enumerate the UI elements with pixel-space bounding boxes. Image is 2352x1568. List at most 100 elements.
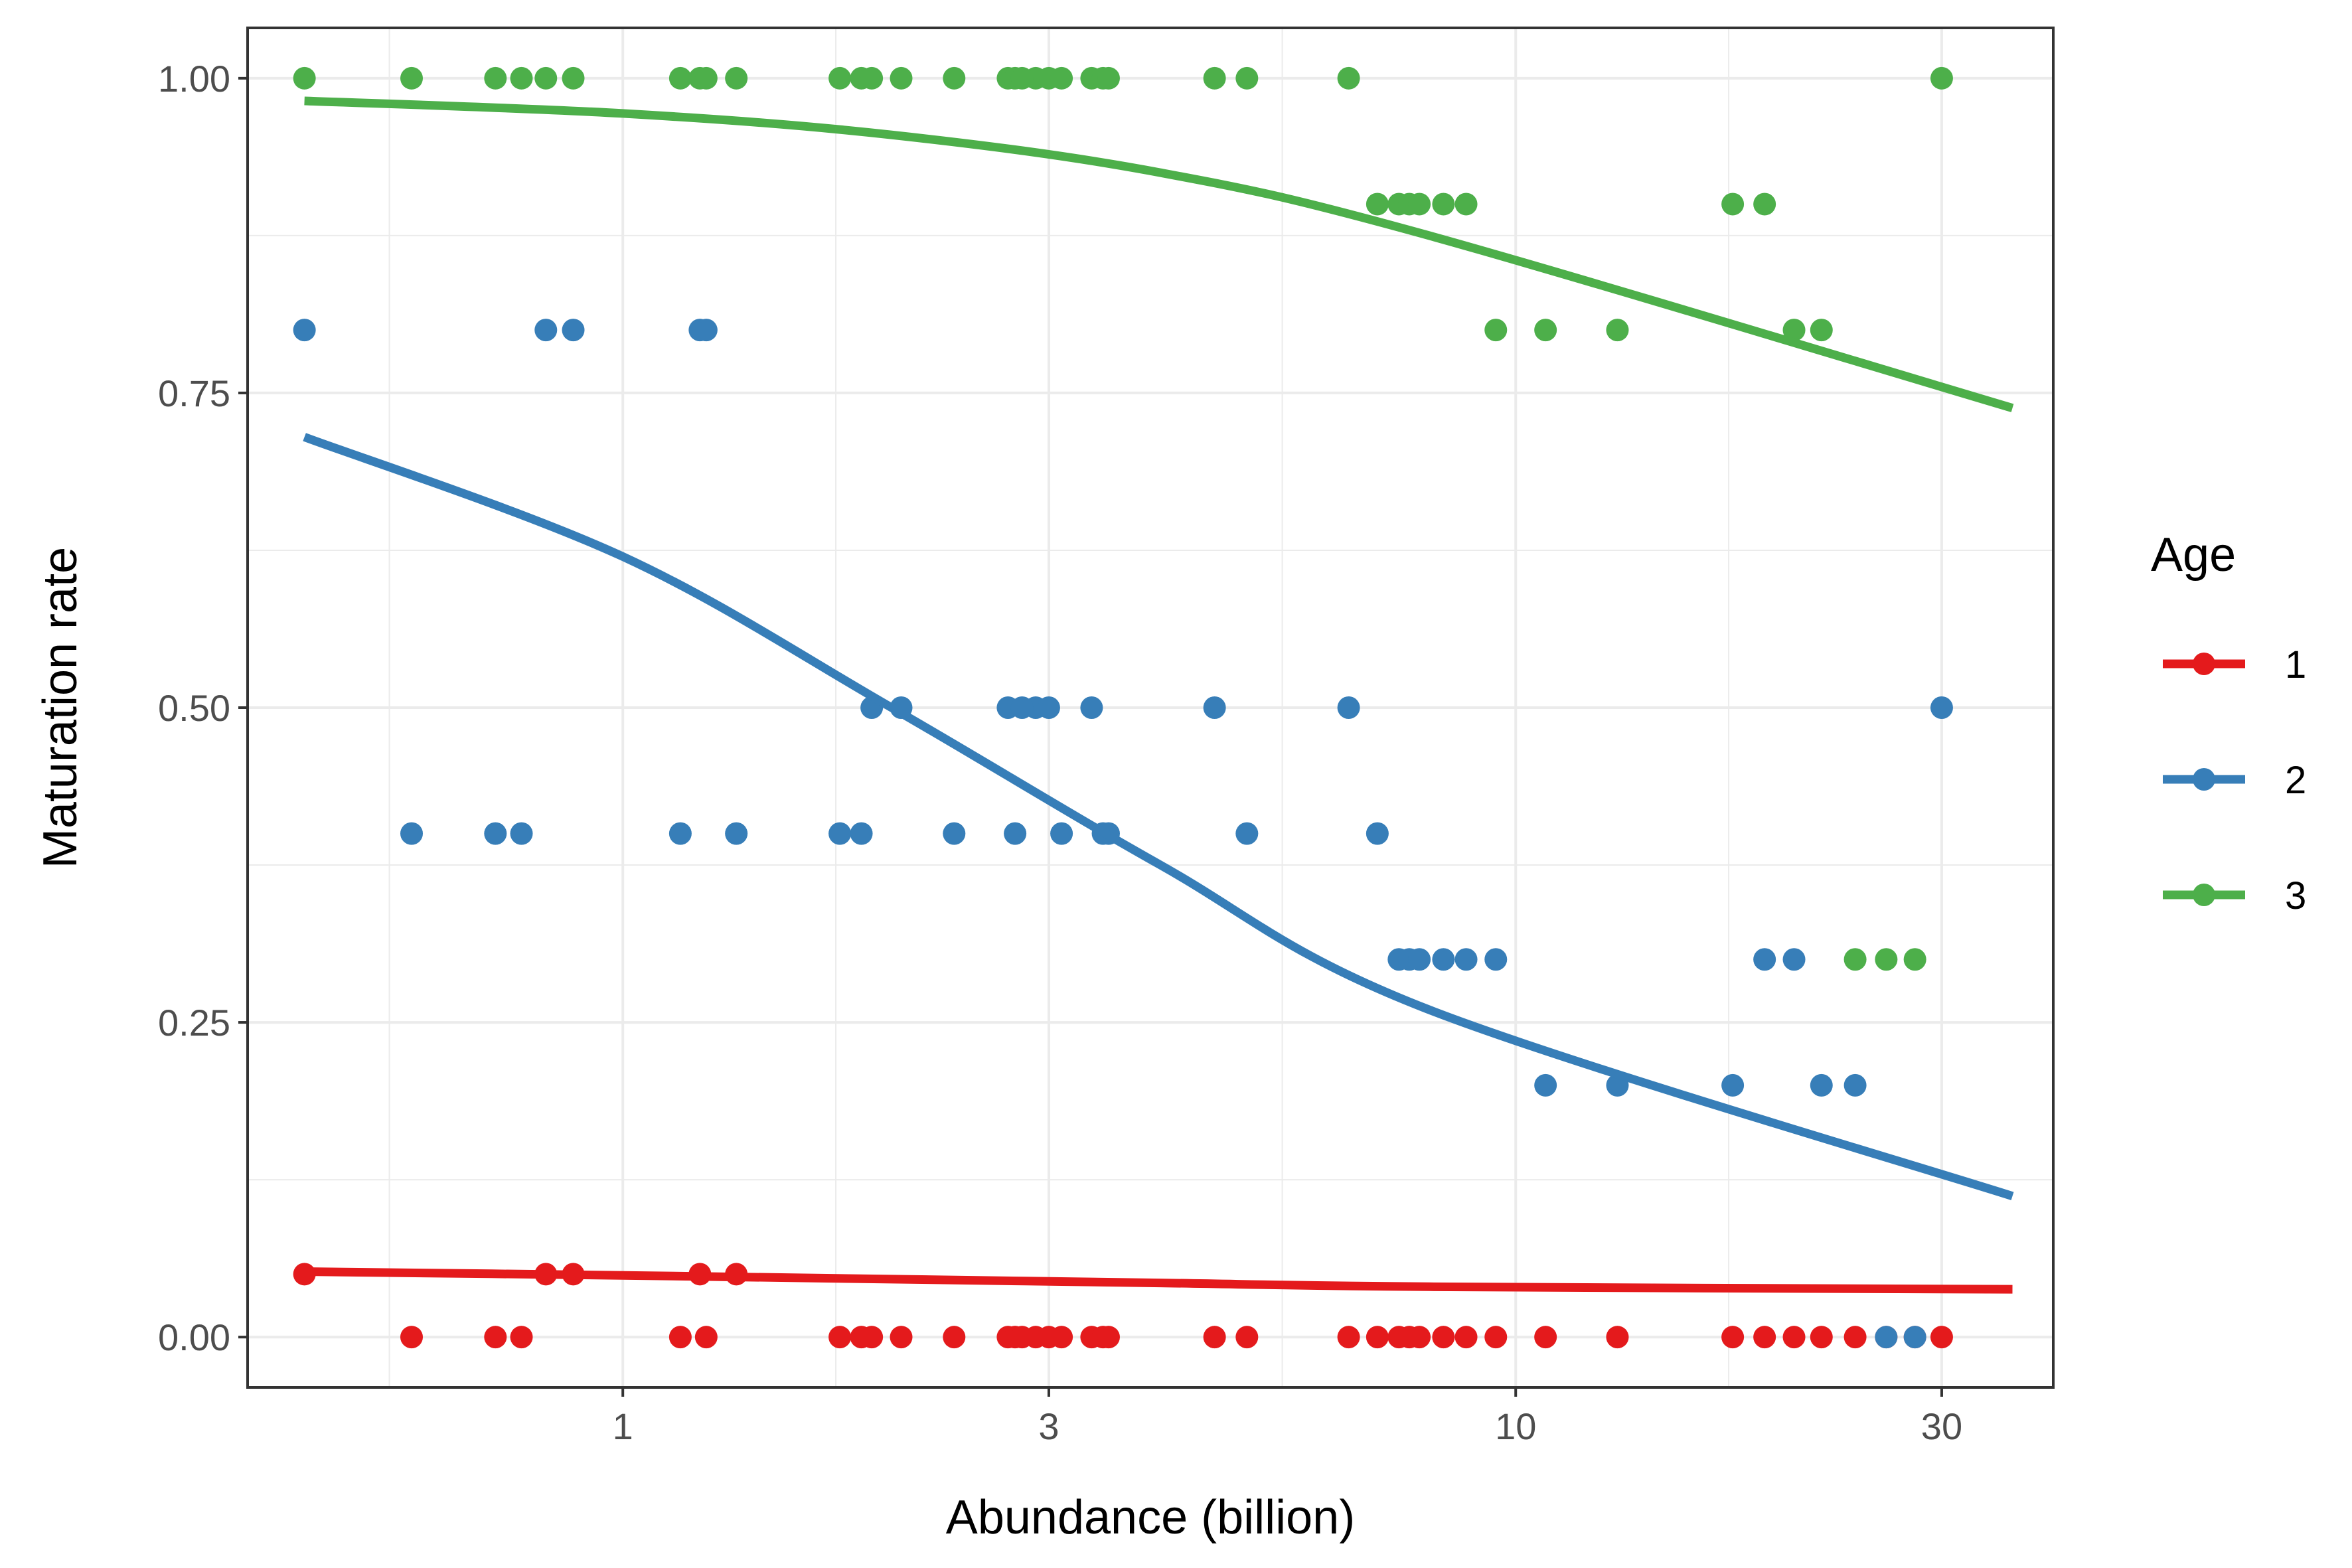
data-point — [534, 319, 558, 342]
legend-label-1: 1 — [2285, 643, 2306, 686]
legend-title: Age — [2151, 528, 2236, 582]
data-point — [484, 66, 507, 90]
data-point — [1782, 948, 1806, 971]
series-2 — [293, 319, 1953, 1349]
y-tick-label: 1.00 — [158, 58, 230, 100]
legend-key-point-3 — [2193, 884, 2215, 906]
legend: Age 1 2 3 — [2151, 528, 2306, 917]
data-point — [1753, 1326, 1776, 1349]
data-point — [725, 822, 748, 845]
x-tick-label: 1 — [613, 1405, 633, 1447]
data-point — [1721, 1073, 1745, 1097]
x-tick-label: 10 — [1495, 1405, 1536, 1447]
data-point — [1337, 696, 1360, 719]
data-point — [1337, 1326, 1360, 1349]
data-point — [1930, 66, 1953, 90]
data-point — [1753, 948, 1776, 971]
data-point — [694, 1326, 718, 1349]
data-point — [694, 66, 718, 90]
data-point — [1843, 1073, 1867, 1097]
data-point — [510, 66, 533, 90]
data-point — [1534, 1073, 1557, 1097]
data-point — [1930, 1326, 1953, 1349]
data-point — [1050, 66, 1073, 90]
data-point — [1203, 1326, 1226, 1349]
data-point — [1080, 696, 1103, 719]
data-point — [510, 822, 533, 845]
data-point — [484, 1326, 507, 1349]
data-point — [1903, 1326, 1926, 1349]
legend-key-point-2 — [2193, 768, 2215, 791]
data-point — [1484, 319, 1508, 342]
data-point — [1408, 948, 1431, 971]
data-point — [943, 1326, 966, 1349]
data-point — [1432, 193, 1455, 216]
legend-label-2: 2 — [2285, 759, 2306, 802]
data-point — [828, 66, 852, 90]
y-axis-title: Maturation rate — [34, 547, 87, 868]
data-point — [510, 1326, 533, 1349]
data-point — [1484, 948, 1508, 971]
data-point — [1235, 66, 1259, 90]
data-point — [1097, 66, 1120, 90]
data-point — [1875, 948, 1898, 971]
data-point — [1037, 696, 1060, 719]
data-point — [1454, 193, 1478, 216]
y-tick-label: 0.50 — [158, 687, 230, 729]
data-point — [1606, 319, 1629, 342]
data-point — [400, 66, 424, 90]
data-point — [1753, 193, 1776, 216]
data-point — [293, 319, 316, 342]
x-axis: 1 3 10 30 — [613, 1387, 1962, 1447]
data-point — [1004, 822, 1027, 845]
data-point — [562, 319, 585, 342]
data-point — [1930, 696, 1953, 719]
y-axis: 0.00 0.25 0.50 0.75 1.00 — [158, 58, 248, 1358]
data-point — [1408, 1326, 1431, 1349]
data-point — [1366, 193, 1389, 216]
data-point — [890, 1326, 913, 1349]
series-layer — [293, 66, 2014, 1349]
data-point — [1366, 1326, 1389, 1349]
data-point — [943, 822, 966, 845]
x-tick-label: 30 — [1921, 1405, 1962, 1447]
data-point — [1721, 1326, 1745, 1349]
data-point — [1721, 193, 1745, 216]
x-tick-label: 3 — [1038, 1405, 1059, 1447]
data-point — [828, 1326, 852, 1349]
legend-label-3: 3 — [2285, 874, 2306, 917]
data-point — [668, 66, 692, 90]
legend-key-point-1 — [2193, 653, 2215, 675]
data-point — [1337, 66, 1360, 90]
data-point — [890, 66, 913, 90]
data-point — [1010, 696, 1034, 719]
data-point — [1432, 948, 1455, 971]
data-point — [1097, 1326, 1120, 1349]
data-point — [668, 1326, 692, 1349]
data-point — [860, 1326, 884, 1349]
x-axis-title: Abundance (billion) — [946, 1491, 1355, 1544]
data-point — [1235, 1326, 1259, 1349]
data-point — [943, 66, 966, 90]
data-point — [1203, 66, 1226, 90]
data-point — [1875, 1326, 1898, 1349]
data-point — [1782, 1326, 1806, 1349]
data-point — [1203, 696, 1226, 719]
data-point — [1606, 1326, 1629, 1349]
series-1 — [293, 1263, 1953, 1349]
data-point — [1782, 319, 1806, 342]
data-point — [1010, 1326, 1034, 1349]
y-tick-label: 0.25 — [158, 1002, 230, 1044]
data-point — [1534, 1326, 1557, 1349]
data-point — [1235, 822, 1259, 845]
data-point — [562, 66, 585, 90]
data-point — [860, 66, 884, 90]
data-point — [725, 66, 748, 90]
data-point — [1903, 948, 1926, 971]
data-point — [1810, 1073, 1833, 1097]
data-point — [694, 319, 718, 342]
data-point — [1484, 1326, 1508, 1349]
fit-line-1 — [304, 1267, 2013, 1294]
data-point — [1050, 1326, 1073, 1349]
